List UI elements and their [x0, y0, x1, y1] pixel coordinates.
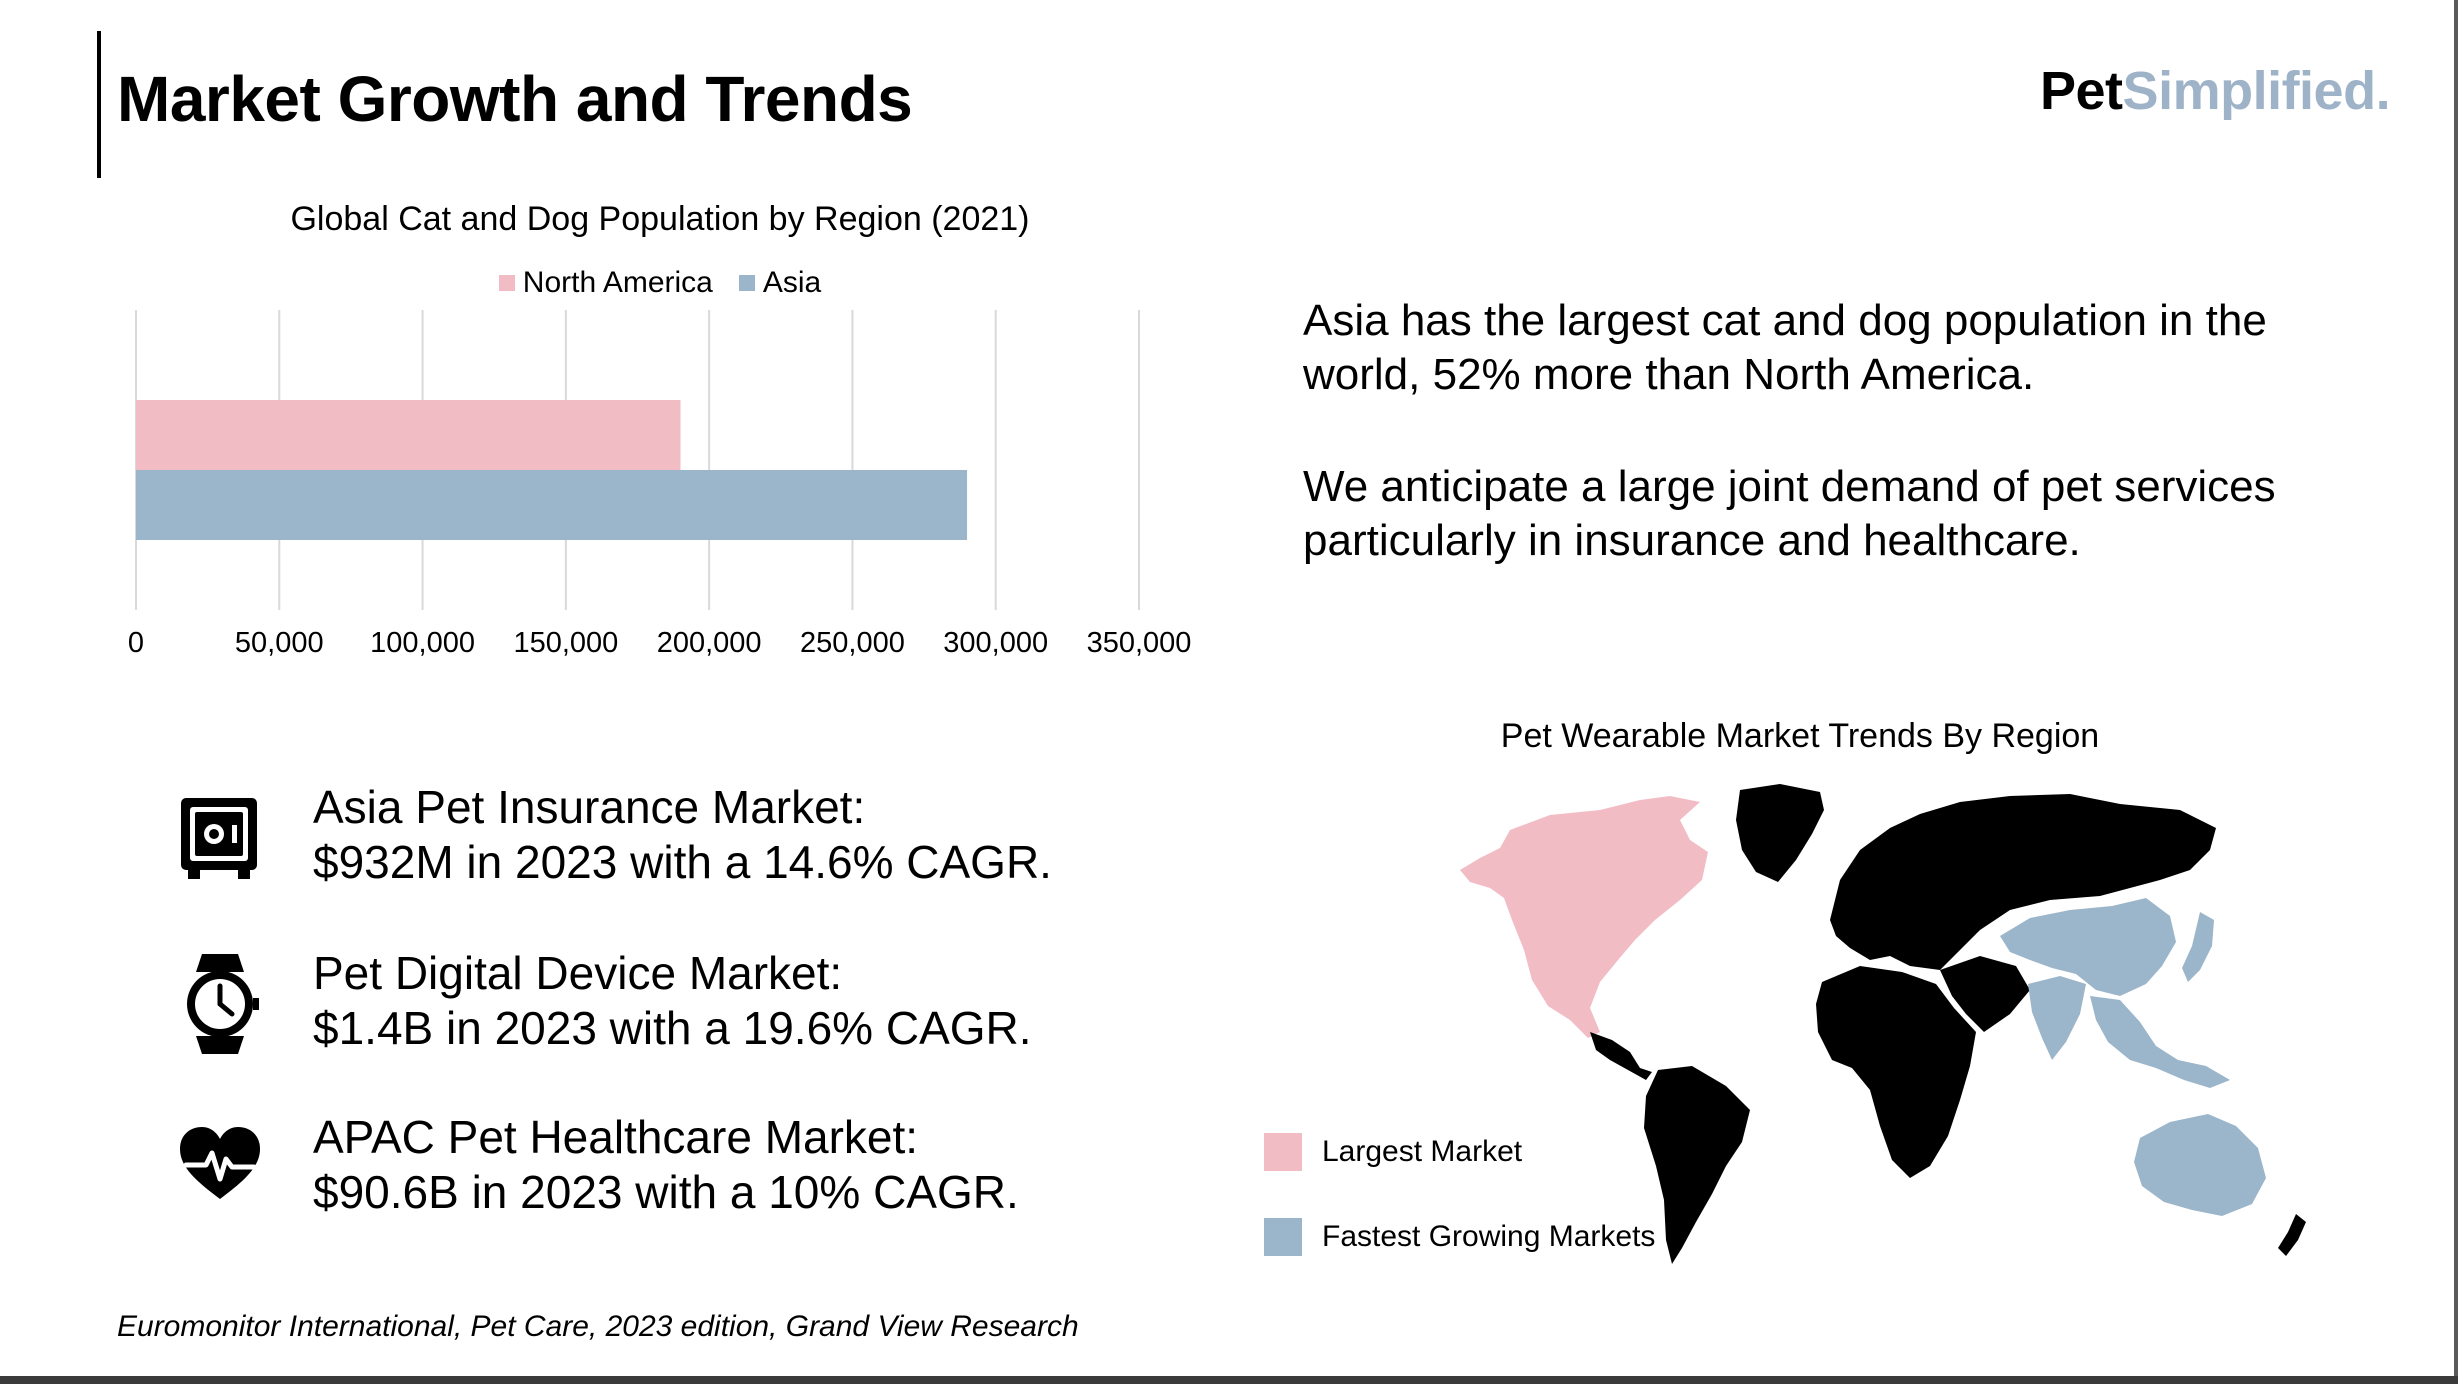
map-region-south-america	[1644, 1066, 1750, 1264]
insight-paragraph-1: Asia has the largest cat and dog populat…	[1303, 296, 2267, 399]
window-bottom-edge	[0, 1376, 2458, 1384]
map-region-central-america	[1590, 1032, 1652, 1080]
x-tick-label: 250,000	[800, 627, 905, 659]
stat-value: $932M in 2023 with a 14.6% CAGR.	[313, 836, 1052, 888]
brand-logo: PetSimplified.	[2040, 60, 2391, 122]
x-tick-label: 50,000	[235, 627, 324, 659]
stat-label: Pet Digital Device Market:	[313, 947, 843, 999]
map-legend-swatch-largest	[1264, 1133, 1302, 1171]
map-region-greenland	[1736, 784, 1824, 882]
x-tick-label: 150,000	[513, 627, 618, 659]
world-map	[1460, 784, 2306, 1264]
map-region-australia	[2134, 1114, 2266, 1216]
map-region-southeast-asia	[2090, 996, 2230, 1088]
x-tick-label: 0	[128, 627, 144, 659]
logo-text-simplified: Simplified.	[2122, 61, 2391, 121]
map-legend-fastest: Fastest Growing Markets	[1264, 1218, 1655, 1256]
bar-chart: 0 50,000 100,000 150,000 200,000 250,000 300,0…	[128, 310, 1192, 659]
watch-icon	[187, 954, 259, 1054]
chart-title: Global Cat and Dog Population by Region …	[290, 200, 1030, 238]
window-right-edge	[2454, 0, 2458, 1384]
map-legend-label-fastest: Fastest Growing Markets	[1322, 1220, 1656, 1253]
bar-asia	[136, 470, 968, 540]
source-citation: Euromonitor International, Pet Care, 202…	[117, 1310, 1079, 1343]
map-region-europe-russia	[1830, 794, 2216, 970]
legend-item-north-america: North America	[498, 266, 713, 300]
x-tick-label: 200,000	[657, 627, 762, 659]
logo-text-pet: Pet	[2040, 61, 2123, 121]
map-region-india	[2028, 976, 2086, 1060]
stat-value: $1.4B in 2023 with a 19.6% CAGR.	[313, 1002, 1032, 1054]
stat-asia-pet-insurance: Asia Pet Insurance Market: $932M in 2023…	[313, 780, 1052, 890]
map-region-new-zealand	[2278, 1214, 2306, 1256]
bar-north-america	[136, 400, 681, 470]
x-tick-label: 100,000	[370, 627, 475, 659]
map-title: Pet Wearable Market Trends By Region	[1500, 717, 2100, 755]
stat-apac-pet-healthcare: APAC Pet Healthcare Market: $90.6B in 20…	[313, 1110, 1019, 1220]
x-tick-label: 300,000	[943, 627, 1048, 659]
legend-label-north-america: North America	[522, 266, 713, 299]
map-legend-label-largest: Largest Market	[1322, 1135, 1523, 1168]
heart-pulse-icon	[180, 1127, 260, 1199]
chart-legend: North America Asia	[120, 266, 1200, 300]
map-region-north-america	[1460, 796, 1708, 1038]
map-legend-swatch-fastest	[1264, 1218, 1302, 1256]
stat-label: Asia Pet Insurance Market:	[313, 781, 866, 833]
legend-swatch-north-america	[498, 275, 515, 291]
map-region-africa	[1816, 966, 1976, 1178]
page-title: Market Growth and Trends	[117, 63, 913, 135]
stat-value: $90.6B in 2023 with a 10% CAGR.	[313, 1166, 1019, 1218]
legend-label-asia: Asia	[762, 266, 822, 299]
x-tick-label: 350,000	[1087, 627, 1192, 659]
map-region-japan	[2182, 912, 2214, 982]
legend-item-asia: Asia	[738, 266, 822, 300]
legend-swatch-asia	[738, 275, 755, 291]
stat-label: APAC Pet Healthcare Market:	[313, 1111, 919, 1163]
title-accent-bar	[97, 31, 101, 178]
safe-icon	[181, 798, 257, 879]
insight-paragraph-2: We anticipate a large joint demand of pe…	[1303, 462, 2276, 565]
stat-pet-digital-device: Pet Digital Device Market: $1.4B in 2023…	[313, 946, 1032, 1056]
map-region-east-asia	[2000, 898, 2176, 996]
map-legend-largest: Largest Market	[1264, 1133, 1522, 1171]
map-region-middle-east	[1940, 956, 2030, 1032]
